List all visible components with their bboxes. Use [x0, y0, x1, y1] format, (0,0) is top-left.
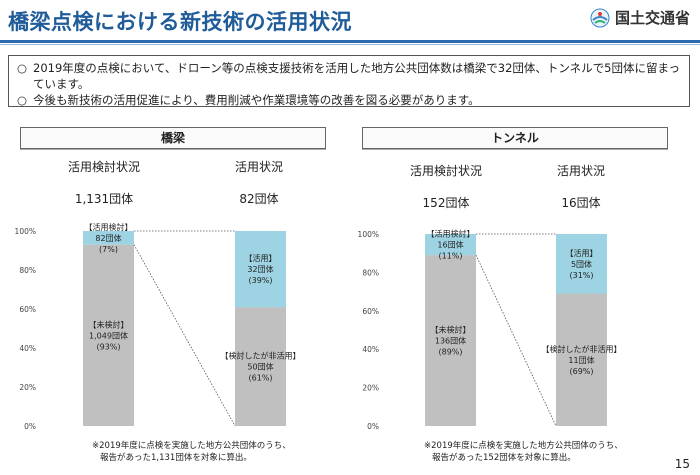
- connector-line: [133, 244, 236, 427]
- logo-text: 国土交通省: [614, 9, 690, 27]
- data-label: 5団体: [571, 259, 592, 269]
- y-tick-label: 40%: [362, 345, 379, 354]
- bar-segment-blue: [425, 234, 476, 256]
- data-label: 82団体: [95, 233, 121, 243]
- bar-segment-gray: [83, 244, 134, 426]
- column-heading: 活用状況: [234, 160, 283, 174]
- panel-header-tunnel: トンネル: [362, 127, 668, 149]
- data-label: (39%): [248, 276, 272, 285]
- y-tick-label: 80%: [362, 268, 379, 277]
- y-tick-label: 20%: [362, 384, 379, 393]
- data-label: (89%): [438, 348, 462, 357]
- panel-rule: [20, 149, 326, 150]
- column-heading: 活用検討状況: [67, 160, 140, 174]
- y-tick-label: 0%: [367, 422, 379, 431]
- bullet-icon: ○: [17, 61, 28, 75]
- y-tick-label: 60%: [362, 307, 379, 316]
- y-tick-label: 80%: [19, 266, 36, 275]
- footnote-line: 報告があった152団体を対象に算出。: [432, 453, 576, 463]
- bar-segment-blue: [556, 234, 607, 294]
- column-total: 152団体: [422, 196, 470, 210]
- panel-rule: [362, 149, 668, 150]
- bullet-icon: ○: [17, 93, 28, 107]
- bar-segment-gray: [556, 293, 607, 426]
- bar-segment-blue: [235, 231, 286, 308]
- y-tick-label: 20%: [19, 383, 36, 392]
- page-title: 橋梁点検における新技術の活用状況: [8, 10, 352, 34]
- data-label: 【活用】: [566, 248, 598, 258]
- footnote-line: 報告があった1,131団体を対象に算出。: [100, 453, 252, 463]
- data-label: 【活用】: [245, 253, 277, 263]
- data-label: (7%): [99, 245, 118, 254]
- y-tick-label: 60%: [19, 305, 36, 314]
- column-total: 1,131団体: [74, 192, 134, 206]
- column-total: 82団体: [239, 192, 279, 206]
- data-label: 50団体: [247, 362, 273, 372]
- page-number: 15: [674, 457, 690, 471]
- summary-item: ○ 今後も新技術の活用促進により、費用削減や作業環境等の改善を図る必要があります…: [17, 92, 681, 108]
- footnote: ※2019年度に点検を実施した地方公共団体のうち、 報告があった152団体を対象…: [424, 440, 623, 464]
- ministry-logo: 国土交通省: [590, 7, 690, 28]
- data-label: (93%): [96, 342, 120, 351]
- data-label: (11%): [438, 252, 462, 261]
- data-label: (61%): [248, 374, 272, 383]
- column-heading: 活用状況: [556, 164, 605, 178]
- data-label: 【活用検討】: [85, 222, 133, 232]
- title-rule-thin: [0, 44, 700, 45]
- summary-text: 2019年度の点検において、ドローン等の点検支援技術を活用した地方公共団体数は橋…: [33, 61, 681, 91]
- bar-segment-gray: [425, 255, 476, 426]
- summary-item: ○ 2019年度の点検において、ドローン等の点検支援技術を活用した地方公共団体数…: [17, 60, 681, 92]
- data-label: 【検討したが非活用】: [221, 351, 301, 361]
- data-label: 16団体: [437, 240, 463, 250]
- y-tick-label: 0%: [24, 422, 36, 431]
- bar-segment-gray: [235, 307, 286, 426]
- data-label: 【活用検討】: [427, 229, 475, 239]
- panel-header-bridge: 橋梁: [20, 127, 326, 149]
- column-heading: 活用検討状況: [409, 164, 482, 178]
- data-label: 136団体: [435, 336, 466, 346]
- title-rule: [0, 40, 700, 43]
- column-total: 16団体: [561, 196, 601, 210]
- data-label: 【未検討】: [89, 319, 129, 329]
- y-tick-label: 40%: [19, 344, 36, 353]
- data-label: 1,049団体: [89, 330, 128, 340]
- footnote: ※2019年度に点検を実施した地方公共団体のうち、 報告があった1,131団体を…: [92, 440, 291, 464]
- data-label: 11団体: [568, 355, 594, 365]
- bar-segment-blue: [83, 231, 134, 245]
- data-label: (31%): [569, 271, 593, 280]
- data-label: 32団体: [247, 264, 273, 274]
- summary-text: 今後も新技術の活用促進により、費用削減や作業環境等の改善を図る必要があります。: [33, 93, 480, 107]
- data-label: 【未検討】: [431, 325, 471, 335]
- y-tick-label: 100%: [15, 227, 36, 236]
- footnote-line: ※2019年度に点検を実施した地方公共団体のうち、: [92, 441, 291, 451]
- data-label: 【検討したが非活用】: [542, 344, 622, 354]
- footnote-line: ※2019年度に点検を実施した地方公共団体のうち、: [424, 441, 623, 451]
- data-label: (69%): [569, 367, 593, 376]
- mlit-logo-icon: [590, 8, 610, 27]
- y-tick-label: 100%: [358, 230, 379, 239]
- connector-line: [475, 254, 557, 427]
- summary-box: ○ 2019年度の点検において、ドローン等の点検支援技術を活用した地方公共団体数…: [8, 55, 690, 107]
